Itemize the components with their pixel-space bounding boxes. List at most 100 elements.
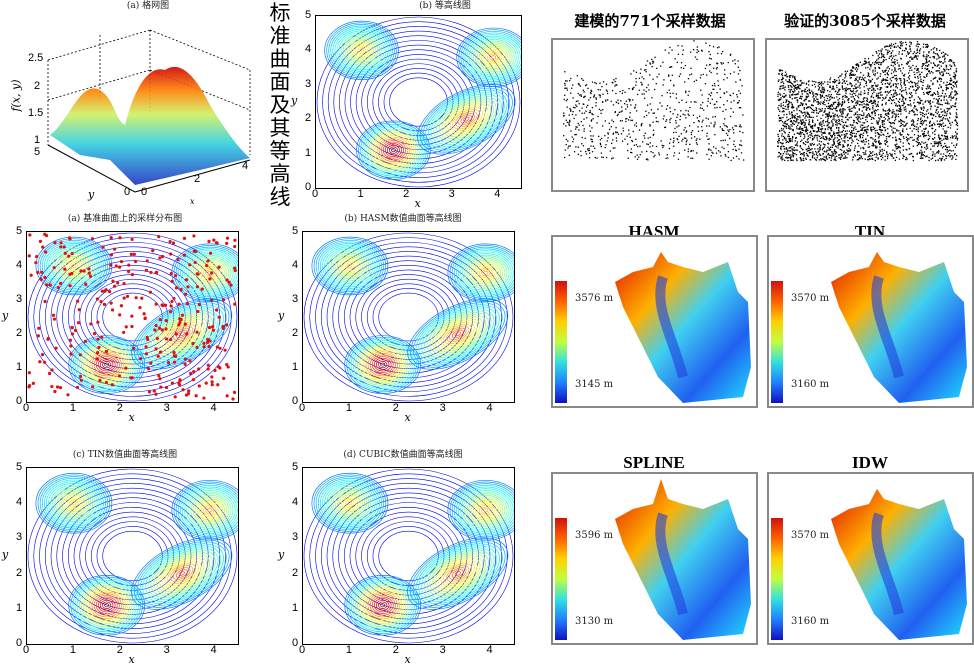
sample-dot [791,117,793,119]
y-tick: 1 [305,146,312,159]
sample-dot [884,73,886,76]
sample-dot [847,144,849,146]
sample-point [154,347,158,351]
sample-dot [884,143,887,146]
sample-dot [863,79,866,82]
sample-dot [631,119,634,121]
sample-dot [876,93,878,95]
sample-dot [810,134,812,136]
sample-dot [942,122,944,124]
contour-line [386,144,400,156]
sample-dot [825,155,828,157]
sample-dot [936,145,939,147]
sample-dot [955,115,957,118]
sample-dot [616,114,619,117]
contour-line [359,346,407,383]
sample-dot [938,115,940,118]
sample-dot [950,150,952,152]
sample-dot [787,141,790,144]
sample-dot [845,87,848,89]
contour-line [43,243,104,289]
sample-dot [794,97,796,99]
sample-dot [917,88,919,90]
contour-line [367,593,398,618]
sample-dot [943,59,946,61]
sample-dot [875,84,877,86]
sample-dot [837,105,840,107]
sample-dot [899,147,901,149]
sample-dot [902,154,904,156]
sample-dot [844,96,846,98]
sample-dot [787,84,790,87]
sample-dot [907,52,909,54]
sample-dot [786,140,789,143]
sample-dot [570,110,572,112]
sample-dot [878,141,880,144]
sample-dot [863,103,865,105]
sample-dot [832,85,834,88]
sample-dot [877,95,879,97]
sample-dot [918,101,920,104]
sample-dot [832,124,834,126]
sample-dot [714,121,716,123]
contour-line [175,246,238,299]
sample-dot [919,97,921,100]
sample-dot [924,146,926,149]
sample-point [27,371,31,375]
sample-dot [653,88,656,91]
sample-dot [818,89,820,91]
sample-dot [781,155,784,157]
sample-dot [706,105,709,107]
sample-dot [592,145,594,147]
sample-dot [870,80,872,82]
sample-dot [841,115,843,117]
sample-dot [845,121,847,123]
sample-dot [893,121,895,124]
sample-point [118,236,122,240]
sample-dot [806,154,808,156]
sample-dot [890,86,892,88]
sample-dot [805,148,807,151]
sample-dot [856,150,859,153]
sample-dot [833,82,835,84]
sample-dot [682,49,684,51]
sample-dot [928,60,930,63]
sample-dot [831,125,834,127]
sample-dot [738,107,741,109]
x-tick: 3 [448,188,455,200]
sample-dot [669,96,672,98]
sample-dot [937,106,939,108]
sample-dot [696,143,698,145]
sample-dot [822,120,824,122]
sample-dot [786,80,788,83]
sample-dot [814,124,816,126]
sample-dot [785,100,788,102]
sample-dot [911,155,914,158]
sample-dot [604,120,606,122]
contour-line [48,246,100,286]
sample-dot [589,91,592,94]
sample-dot [631,87,634,90]
contour-line [372,133,415,167]
sample-dot [677,45,679,47]
sample-dot [784,86,787,88]
sample-dot [796,159,798,162]
sample-point [67,236,72,240]
sample-dot [950,78,952,80]
sample-dot [800,79,802,82]
sample-dot [780,97,782,99]
sample-dot [804,90,806,92]
contour-line [330,25,393,76]
sample-dot [799,127,801,129]
sample-dot [934,129,937,131]
x-tick: 4 [210,402,217,414]
y-tick: 4 [292,259,299,271]
sample-dot [933,57,936,59]
sample-dot [826,115,829,117]
sample-dot [944,142,946,145]
sample-point [42,360,47,364]
sample-point [182,236,187,240]
sample-point [95,351,100,355]
sample-dot [945,64,948,67]
sample-dot [894,68,896,70]
